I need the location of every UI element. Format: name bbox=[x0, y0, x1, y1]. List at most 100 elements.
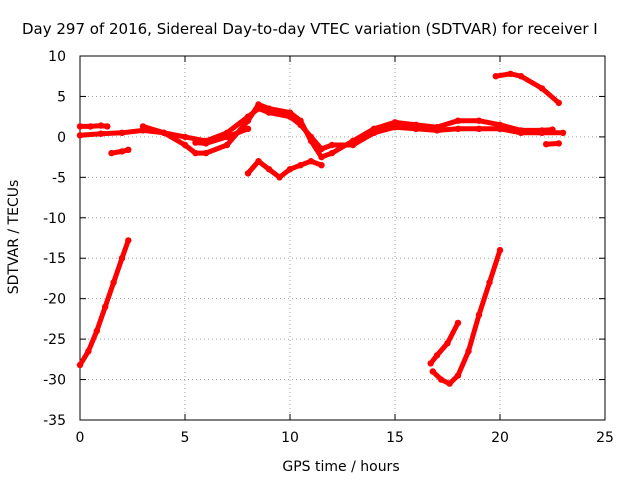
data-point bbox=[454, 125, 462, 132]
data-point bbox=[555, 99, 562, 107]
data-point bbox=[370, 125, 378, 132]
y-tick-label: 10 bbox=[48, 49, 66, 65]
data-point bbox=[507, 70, 514, 78]
data-point bbox=[391, 119, 399, 126]
data-point bbox=[307, 158, 315, 165]
data-point bbox=[433, 124, 441, 131]
data-point bbox=[307, 137, 315, 145]
data-point bbox=[76, 123, 84, 130]
data-point bbox=[76, 132, 84, 139]
data-point bbox=[76, 361, 84, 369]
data-point bbox=[181, 141, 189, 149]
series-4 bbox=[139, 101, 556, 161]
chart-title: Day 297 of 2016, Sidereal Day-to-day VTE… bbox=[22, 20, 598, 38]
x-axis: 0 5 10 15 20 25 bbox=[76, 56, 614, 446]
data-point bbox=[433, 352, 441, 359]
data-point bbox=[549, 126, 556, 133]
data-point bbox=[429, 368, 436, 375]
series-6 bbox=[244, 158, 325, 181]
data-point bbox=[97, 122, 105, 129]
data-point bbox=[475, 125, 483, 132]
y-tick-label: -30 bbox=[43, 373, 66, 389]
y-axis: 10 5 0 -5 -10 -15 -20 -25 -30 -35 bbox=[43, 49, 605, 429]
data-point bbox=[160, 129, 168, 136]
data-point bbox=[223, 133, 231, 141]
data-point bbox=[496, 246, 504, 254]
data-point bbox=[454, 117, 462, 124]
y-tick-label: -20 bbox=[43, 292, 66, 308]
data-point bbox=[223, 141, 231, 149]
series-2 bbox=[76, 122, 111, 130]
data-point bbox=[125, 237, 132, 244]
data-point bbox=[543, 141, 550, 148]
data-point bbox=[244, 170, 252, 177]
data-point bbox=[496, 121, 504, 128]
data-point bbox=[286, 109, 294, 116]
x-axis-label: GPS time / hours bbox=[282, 459, 399, 475]
data-point bbox=[328, 141, 336, 149]
data-point bbox=[438, 376, 445, 383]
data-point bbox=[492, 73, 499, 80]
series-8 bbox=[429, 246, 504, 387]
data-point bbox=[297, 117, 304, 124]
data-point bbox=[192, 139, 199, 146]
x-tick-label: 5 bbox=[181, 430, 190, 446]
x-tick-label: 25 bbox=[596, 430, 614, 446]
series-3 bbox=[108, 146, 132, 157]
data-point bbox=[265, 166, 273, 173]
data-point bbox=[244, 125, 252, 132]
y-tick-label: 5 bbox=[57, 89, 66, 105]
series-10 bbox=[543, 140, 562, 148]
series-0 bbox=[76, 237, 132, 369]
data-point bbox=[517, 127, 525, 134]
data-point bbox=[139, 123, 147, 130]
data-point bbox=[255, 101, 262, 108]
data-point bbox=[297, 162, 304, 169]
data-point bbox=[93, 327, 101, 335]
data-point bbox=[318, 162, 325, 169]
series-9 bbox=[492, 70, 562, 107]
y-tick-label: -15 bbox=[43, 251, 66, 267]
data-point bbox=[118, 129, 126, 136]
data-point bbox=[102, 303, 109, 310]
data-point bbox=[517, 73, 525, 80]
series-5 bbox=[192, 125, 252, 147]
series-line bbox=[493, 71, 562, 106]
y-tick-label: -5 bbox=[52, 170, 66, 186]
data-point bbox=[202, 140, 210, 147]
data-point bbox=[538, 127, 546, 134]
data-point bbox=[454, 372, 462, 379]
data-point bbox=[110, 279, 117, 286]
data-series bbox=[76, 70, 567, 387]
data-point bbox=[97, 130, 105, 137]
data-point bbox=[446, 380, 453, 387]
data-point bbox=[444, 340, 451, 347]
data-point bbox=[454, 319, 462, 327]
data-point bbox=[328, 149, 336, 157]
data-point bbox=[555, 140, 562, 147]
series-line bbox=[430, 247, 503, 387]
x-tick-label: 0 bbox=[76, 430, 85, 446]
data-point bbox=[192, 149, 199, 157]
data-point bbox=[538, 85, 546, 92]
data-point bbox=[87, 123, 94, 130]
data-point bbox=[318, 153, 325, 161]
plot-frame bbox=[79, 55, 606, 421]
series-line bbox=[193, 126, 251, 146]
data-point bbox=[85, 348, 92, 355]
data-point bbox=[118, 255, 126, 262]
data-point bbox=[465, 348, 472, 355]
data-point bbox=[286, 166, 294, 173]
y-tick-label: -25 bbox=[43, 332, 66, 348]
y-tick-label: -35 bbox=[43, 413, 66, 429]
grid bbox=[80, 56, 605, 420]
data-point bbox=[202, 149, 210, 157]
data-point bbox=[255, 158, 262, 165]
data-point bbox=[427, 360, 434, 367]
data-point bbox=[412, 121, 420, 128]
data-point bbox=[265, 105, 273, 112]
y-tick-label: 0 bbox=[57, 130, 66, 146]
data-point bbox=[391, 124, 399, 131]
series-7 bbox=[427, 319, 462, 367]
